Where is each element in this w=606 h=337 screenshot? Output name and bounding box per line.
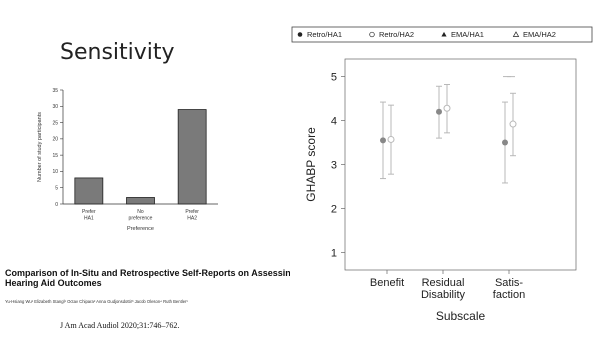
y-axis-label: Number of study participants [37,112,43,182]
legend-label: EMA/HA1 [451,30,484,39]
y-axis-label: GHABP score [304,127,318,202]
x-axis-label: Preference [127,226,154,232]
y-tick-label: 20 [52,137,58,143]
x-tick-label: HA1 [84,216,94,222]
x-axis-label: Subscale [436,309,486,323]
ghabp-score-chart: Retro/HA1 Retro/HA2 EMA/HA1 EMA/HA2 1 2 3 4 5 GHA… [290,26,596,332]
legend-marker-filled-circle [298,32,303,37]
y-tick-label: 10 [52,169,58,175]
legend-marker-open-circle [370,32,375,37]
legend-label: EMA/HA2 [523,30,556,39]
data-point [444,105,450,111]
x-tick-label: Residual [422,277,465,289]
legend-label: Retro/HA2 [379,30,414,39]
y-tick-label: 4 [331,116,337,128]
paper-title: Comparison of In-Situ and Retrospective … [5,268,305,288]
legend-label: Retro/HA1 [307,30,342,39]
y-tick-label: 2 [331,203,337,215]
legend: Retro/HA1 Retro/HA2 EMA/HA1 EMA/HA2 [292,27,592,42]
x-tick-label: Disability [421,289,466,301]
x-tick-label: HA2 [187,216,197,222]
bar [127,197,155,204]
x-tick-label: Satis- [495,277,523,289]
plot-frame [345,59,576,270]
y-tick-label: 3 [331,160,337,172]
bar [178,110,206,204]
data-point [436,109,442,115]
x-tick-label: Prefer [185,209,199,215]
y-tick-label: 5 [55,186,58,192]
x-tick-label: No [137,209,144,215]
paper-authors: Yu-Hsiang Wu¹ Elizabeth Stangl¹ Octav Ch… [5,299,305,305]
data-point [388,136,394,142]
y-tick-label: 0 [55,202,58,208]
x-tick-label: Benefit [370,277,404,289]
y-tick-label: 5 [331,72,337,84]
y-tick-label: 15 [52,153,58,159]
y-tick-label: 30 [52,104,58,110]
slide-title: Sensitivity [60,40,175,65]
data-point [510,121,516,127]
data-point [502,140,508,146]
y-tick-label: 1 [331,247,337,259]
preference-bar-chart: 05101520253035PreferHA1NopreferencePrefe… [0,80,290,250]
x-tick-label: preference [129,216,153,222]
y-tick-label: 35 [52,88,58,94]
y-tick-label: 25 [52,120,58,126]
x-tick-label: Prefer [82,209,96,215]
ghabp-chart-panel: Retro/HA1 Retro/HA2 EMA/HA1 EMA/HA2 1 2 3 4 5 GHA… [290,26,596,332]
data-point [380,137,386,143]
x-tick-label: faction [493,289,525,301]
bar [75,178,103,204]
journal-citation: J Am Acad Audiol 2020;31:746–762. [60,321,179,330]
